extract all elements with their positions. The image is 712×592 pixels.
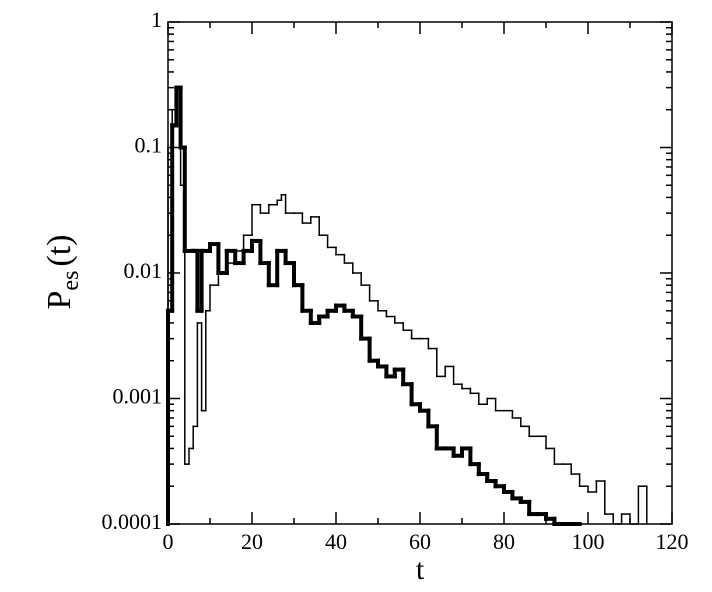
- y-tick-label: 0.001: [113, 384, 163, 409]
- x-tick-label: 60: [409, 529, 431, 554]
- x-tick-label: 20: [241, 529, 263, 554]
- y-label-sub: es: [58, 271, 84, 291]
- x-tick-label: 80: [493, 529, 515, 554]
- y-tick-label: 0.0001: [102, 509, 163, 534]
- x-axis-label: t: [416, 553, 425, 586]
- x-tick-label: 120: [656, 529, 689, 554]
- y-tick-label: 0.01: [124, 258, 163, 283]
- plot-frame: [167, 21, 673, 525]
- y-label-rest: (t): [41, 234, 78, 266]
- y-tick-label: 0.1: [135, 133, 163, 158]
- x-tick-label: 40: [325, 529, 347, 554]
- y-tick-label: 1: [151, 7, 162, 32]
- y-label-main: P: [41, 291, 78, 310]
- y-axis-label: Pes (t): [41, 234, 84, 309]
- x-tick-label: 0: [163, 529, 174, 554]
- x-tick-label: 100: [572, 529, 605, 554]
